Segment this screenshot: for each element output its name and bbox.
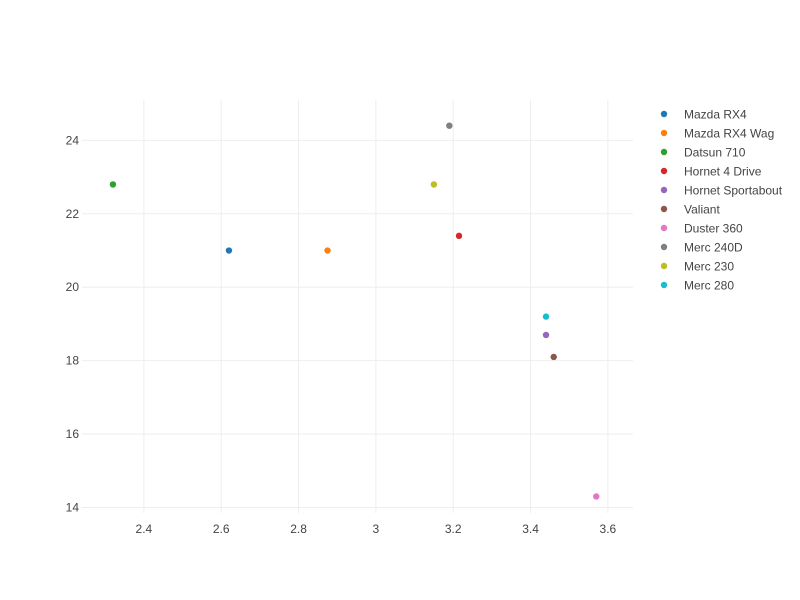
y-tick-label: 20 — [66, 280, 80, 294]
data-point-datsun-710[interactable] — [109, 181, 117, 188]
grid — [82, 100, 633, 513]
data-point-duster-360[interactable] — [593, 493, 600, 500]
legend-item-merc-240d[interactable]: Merc 240D — [660, 241, 743, 255]
legend[interactable]: Mazda RX4 Mazda RX4 Wag Datsun 710 Hornet 4… — [660, 108, 783, 293]
x-tick-label: 2.8 — [290, 522, 307, 536]
legend-marker — [660, 243, 668, 251]
legend-marker — [660, 110, 668, 118]
legend-label: Merc 280 — [684, 279, 734, 293]
data-point-merc-280[interactable] — [542, 313, 550, 320]
legend-item-datsun-710[interactable]: Datsun 710 — [660, 146, 746, 160]
legend-item-mazda-rx4[interactable]: Mazda RX4 — [660, 108, 747, 122]
legend-marker — [660, 224, 668, 232]
x-tick-label: 2.4 — [136, 522, 153, 536]
legend-label: Merc 230 — [684, 260, 734, 274]
data-point-hornet-sportabout[interactable] — [542, 331, 550, 339]
x-tick-label: 3.2 — [445, 522, 462, 536]
legend-label: Duster 360 — [684, 222, 743, 236]
legend-item-duster-360[interactable]: Duster 360 — [660, 222, 743, 236]
legend-marker — [660, 205, 668, 213]
legend-label: Valiant — [684, 203, 720, 217]
x-tick-label: 3 — [373, 522, 380, 536]
legend-marker — [660, 129, 668, 137]
y-axis-ticks: 14 16 18 20 22 24 — [66, 133, 80, 514]
legend-label: Mazda RX4 Wag — [684, 127, 774, 141]
data-points — [109, 122, 600, 500]
y-tick-label: 24 — [66, 133, 80, 147]
legend-marker — [660, 262, 668, 270]
legend-marker — [660, 186, 668, 194]
x-tick-label: 3.4 — [522, 522, 539, 536]
data-point-mazda-rx4[interactable] — [225, 247, 233, 254]
data-point-valiant[interactable] — [550, 353, 557, 361]
legend-marker — [660, 148, 668, 156]
legend-label: Merc 240D — [684, 241, 743, 255]
legend-item-valiant[interactable]: Valiant — [660, 203, 721, 217]
data-point-merc-230[interactable] — [430, 181, 438, 188]
legend-item-hornet-4-drive[interactable]: Hornet 4 Drive — [660, 165, 762, 179]
data-point-mazda-rx4-wag[interactable] — [324, 247, 331, 254]
legend-label: Datsun 710 — [684, 146, 746, 160]
legend-item-merc-280[interactable]: Merc 280 — [660, 279, 735, 293]
y-tick-label: 22 — [66, 207, 80, 221]
data-point-hornet-4-drive[interactable] — [455, 232, 463, 240]
legend-label: Hornet 4 Drive — [684, 165, 762, 179]
legend-label: Hornet Sportabout — [684, 184, 783, 198]
legend-label: Mazda RX4 — [684, 108, 747, 122]
legend-marker — [660, 167, 668, 175]
x-axis-ticks: 2.4 2.6 2.8 3 3.2 3.4 3.6 — [136, 522, 617, 536]
data-point-merc-240d[interactable] — [446, 122, 453, 129]
legend-item-hornet-sportabout[interactable]: Hornet Sportabout — [660, 184, 783, 198]
legend-marker — [660, 281, 668, 289]
legend-item-merc-230[interactable]: Merc 230 — [660, 260, 735, 274]
y-tick-label: 14 — [66, 500, 80, 514]
legend-item-mazda-rx4-wag[interactable]: Mazda RX4 Wag — [660, 127, 774, 141]
x-tick-label: 2.6 — [213, 522, 230, 536]
y-tick-label: 18 — [66, 354, 80, 368]
y-tick-label: 16 — [66, 427, 80, 441]
x-tick-label: 3.6 — [600, 522, 617, 536]
